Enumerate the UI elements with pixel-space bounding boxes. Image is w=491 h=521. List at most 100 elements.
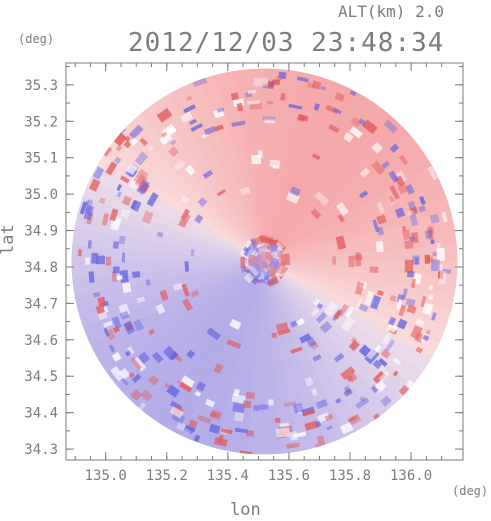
noise-cell xyxy=(376,290,384,296)
noise-cell xyxy=(349,126,363,139)
noise-cell xyxy=(389,294,397,303)
noise-cell xyxy=(328,124,340,134)
noise-cell xyxy=(387,194,395,204)
noise-cell xyxy=(136,296,146,304)
noise-cell xyxy=(421,303,433,315)
x-axis-label: lon xyxy=(230,500,261,520)
noise-cell xyxy=(418,205,427,213)
noise-cell xyxy=(247,100,260,105)
noise-cell xyxy=(131,199,142,212)
noise-cell xyxy=(312,353,322,362)
x-tick-label: 135.6 xyxy=(268,468,310,484)
noise-cell xyxy=(111,271,118,283)
noise-cell xyxy=(370,295,382,310)
field-sector xyxy=(264,150,432,262)
noise-cell xyxy=(233,388,240,397)
noise-cell xyxy=(156,107,173,123)
noise-cell xyxy=(253,405,260,411)
noise-cell xyxy=(383,119,398,134)
noise-cell xyxy=(87,240,92,249)
noise-cell xyxy=(392,370,399,377)
field-sector xyxy=(198,75,265,262)
noise-cell xyxy=(324,413,334,422)
noise-cell xyxy=(376,214,387,225)
noise-cell xyxy=(286,442,300,449)
field-sector xyxy=(182,261,265,443)
field-sector xyxy=(198,261,265,448)
noise-cell xyxy=(190,248,195,257)
noise-cell xyxy=(296,317,306,327)
noise-cell xyxy=(289,430,299,441)
field-sector xyxy=(97,261,265,373)
noise-cell xyxy=(105,328,116,341)
noise-cell xyxy=(245,391,256,400)
y-unit-label: (deg) xyxy=(18,32,55,46)
noise-cell xyxy=(159,289,169,302)
noise-cell xyxy=(253,77,268,87)
noise-cell xyxy=(113,132,128,147)
field-sector xyxy=(140,261,265,420)
noise-cell xyxy=(395,170,408,184)
noise-cell xyxy=(243,272,255,284)
noise-cell xyxy=(229,318,242,330)
noise-cell xyxy=(424,229,433,239)
noise-cell xyxy=(152,351,164,364)
noise-cell xyxy=(184,213,191,221)
noise-cell xyxy=(410,324,423,340)
noise-cell xyxy=(111,316,122,330)
field-sector xyxy=(116,125,265,262)
noise-cell xyxy=(348,340,360,352)
noise-cell xyxy=(288,103,303,110)
axes: 135.0 135.2 135.4 135.6 135.8 136.0 35.3 35.2 35… xyxy=(24,62,464,484)
noise-cell xyxy=(410,278,416,289)
x-tick-label: 135.4 xyxy=(207,468,249,484)
noise-cell xyxy=(268,399,274,406)
noise-cell xyxy=(372,219,380,233)
noise-cell xyxy=(370,384,379,394)
noise-cell xyxy=(340,316,356,333)
noise-cell xyxy=(314,191,330,206)
noise-cell xyxy=(364,290,374,306)
noise-cell xyxy=(197,414,212,424)
noise-cell xyxy=(320,85,327,91)
noise-cell xyxy=(289,186,301,197)
noise-cell xyxy=(180,195,190,205)
y-tick-label: 34.4 xyxy=(24,406,58,422)
field-sector xyxy=(72,261,265,296)
noise-cell xyxy=(375,240,384,253)
noise-cell xyxy=(251,154,262,165)
noise-cell xyxy=(262,116,276,121)
noise-cell xyxy=(359,167,371,178)
noise-cell xyxy=(79,201,88,215)
noise-cell xyxy=(406,270,415,278)
noise-cell xyxy=(105,161,118,176)
noise-cell xyxy=(315,311,328,324)
noise-cell xyxy=(405,183,415,195)
noise-cell xyxy=(213,363,224,374)
field-sector xyxy=(264,261,376,429)
noise-cell xyxy=(371,142,383,154)
noise-cell xyxy=(359,190,369,199)
field-sector xyxy=(247,261,265,455)
noise-cell xyxy=(146,192,159,207)
noise-cell xyxy=(111,351,122,362)
noise-cell xyxy=(396,318,408,330)
noise-cell xyxy=(168,146,179,158)
noise-cell xyxy=(181,283,190,297)
y-tick-label: 35.0 xyxy=(24,187,58,203)
noise-cell xyxy=(292,403,304,414)
noise-cell xyxy=(343,132,354,143)
noise-cell xyxy=(128,137,139,147)
noise-cell xyxy=(231,393,246,404)
noise-cell xyxy=(139,137,148,147)
noise-cell xyxy=(332,256,337,265)
noise-cell xyxy=(95,304,106,315)
noise-cell xyxy=(128,124,144,140)
noise-cell xyxy=(437,271,444,279)
noise-cell xyxy=(121,282,132,294)
noise-cell xyxy=(384,339,396,353)
noise-cell xyxy=(319,320,333,334)
noise-cell xyxy=(335,235,347,250)
noise-cell xyxy=(125,162,138,176)
noise-cell xyxy=(83,204,94,221)
